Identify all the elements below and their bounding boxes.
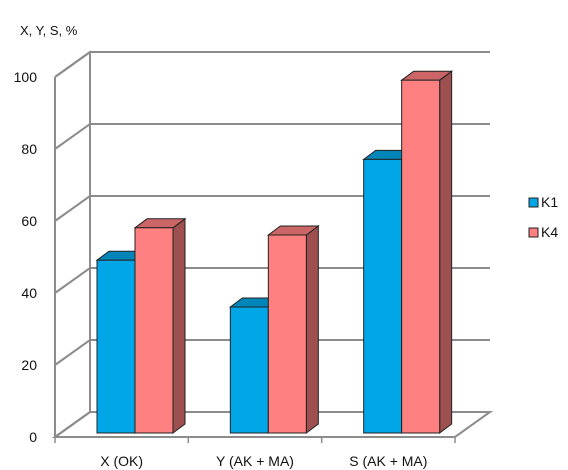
bar-K4-1 [266, 225, 320, 434]
legend-label-K4: K4 [541, 224, 558, 240]
bar-front [363, 158, 403, 434]
x-tick-label: Y (AK + MA) [216, 453, 294, 469]
gridline [54, 339, 490, 366]
x-tick-label: X (OK) [100, 453, 143, 469]
y-tick-labels: 0 20 40 60 80 100 [14, 69, 38, 445]
legend-swatch-K1 [528, 197, 539, 208]
legend: K1 K4 [528, 194, 558, 240]
legend-label-K1: K1 [541, 194, 558, 210]
x-tick-label: S (AK + MA) [349, 453, 427, 469]
gridline [54, 51, 490, 78]
gridline [54, 267, 490, 294]
y-tick-label: 60 [21, 213, 37, 229]
bar-front [134, 227, 174, 434]
gridline [54, 195, 490, 222]
bar-front [229, 306, 269, 434]
gridline [54, 123, 490, 150]
y-tick-label: 0 [29, 429, 37, 445]
bar-front [96, 259, 136, 434]
bar-side [439, 70, 453, 434]
bar-K4-2 [400, 70, 454, 434]
bars [95, 70, 454, 434]
y-tick-label: 20 [21, 357, 37, 373]
bar-side [172, 217, 186, 434]
y-tick-label: 80 [21, 141, 37, 157]
axes [51, 77, 494, 443]
x-tick-labels: X (OK) Y (AK + MA) S (AK + MA) [100, 453, 427, 469]
bar-front [401, 79, 441, 434]
bar-side [305, 225, 319, 434]
bar-front [267, 234, 307, 434]
legend-swatch-K4 [528, 227, 539, 238]
y-axis-label: X, Y, S, % [20, 23, 78, 38]
y-tick-label: 40 [21, 285, 37, 301]
bar-K4-0 [133, 217, 187, 434]
y-tick-label: 100 [14, 69, 38, 85]
